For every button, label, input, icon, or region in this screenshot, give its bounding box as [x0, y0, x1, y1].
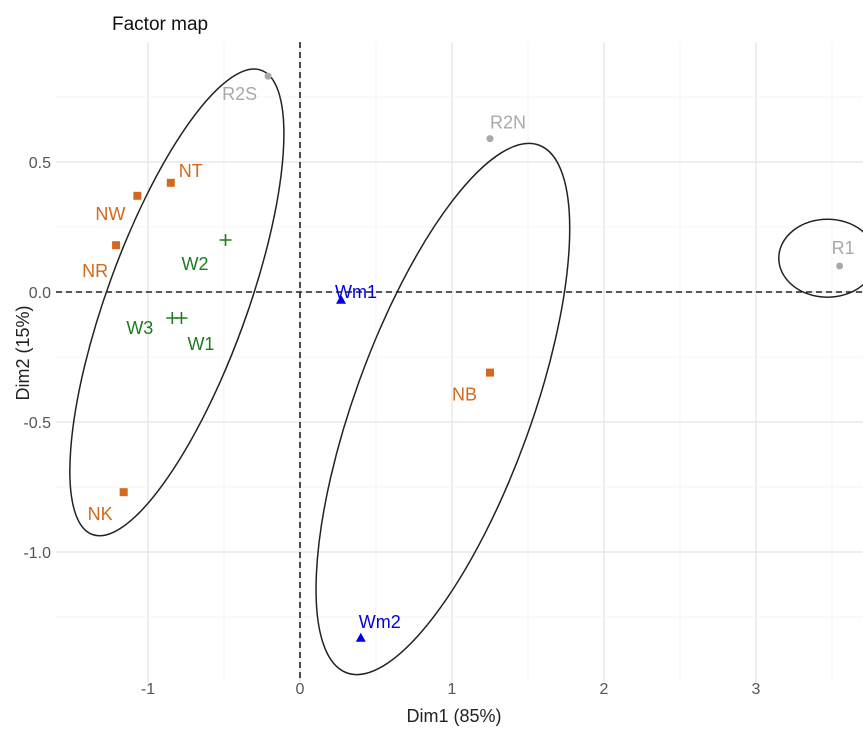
point-w1	[175, 312, 188, 324]
grid	[56, 42, 863, 682]
confidence-ellipses	[69, 68, 863, 676]
y-tick-label: 0.0	[29, 285, 51, 302]
y-tick-label: 0.5	[29, 155, 51, 172]
point-nr	[112, 241, 121, 250]
point-label-w2: W2	[182, 254, 209, 274]
point-r2s	[264, 72, 272, 80]
data-points: NT NW NR NB NK W2 W3 W1 Wm1 Wm2 R2S R2N R1	[82, 72, 855, 642]
point-nb	[486, 368, 494, 377]
y-axis-title: Dim2 (15%)	[13, 305, 33, 400]
point-label-nk: NK	[88, 504, 113, 524]
point-label-wm1: Wm1	[335, 282, 377, 302]
point-label-r2s: R2S	[222, 84, 257, 104]
x-tick-label: -1	[141, 681, 155, 698]
point-nt	[166, 178, 175, 187]
x-axis-title: Dim1 (85%)	[406, 706, 501, 726]
reference-lines	[56, 42, 863, 682]
confidence-ellipse-1	[69, 68, 285, 537]
y-tick-label: -0.5	[23, 415, 51, 432]
point-label-wm2: Wm2	[359, 612, 401, 632]
point-wm1	[336, 294, 347, 304]
tick-labels: -1 0 1 2 3 0.5 0.0 -0.5 -1.0	[23, 155, 760, 698]
x-tick-label: 0	[296, 681, 305, 698]
point-label-nr: NR	[82, 261, 108, 281]
point-r1	[836, 262, 844, 270]
point-label-w3: W3	[126, 318, 153, 338]
x-tick-label: 3	[752, 681, 761, 698]
point-w2	[219, 234, 232, 246]
y-tick-label: -1.0	[23, 545, 51, 562]
chart-title: Factor map	[112, 14, 208, 35]
point-label-nt: NT	[179, 161, 203, 181]
point-wm2	[355, 632, 366, 642]
point-label-nw: NW	[95, 204, 125, 224]
point-label-nb: NB	[452, 385, 477, 405]
point-r2n	[486, 135, 494, 143]
confidence-ellipse-3	[778, 218, 863, 298]
point-label-r1: R1	[832, 238, 855, 258]
point-nw	[133, 191, 142, 200]
point-label-w1: W1	[187, 334, 214, 354]
x-tick-label: 2	[600, 681, 609, 698]
point-nk	[119, 488, 128, 497]
point-label-r2n: R2N	[490, 113, 526, 133]
x-tick-label: 1	[448, 681, 457, 698]
confidence-ellipse-2	[315, 142, 571, 676]
